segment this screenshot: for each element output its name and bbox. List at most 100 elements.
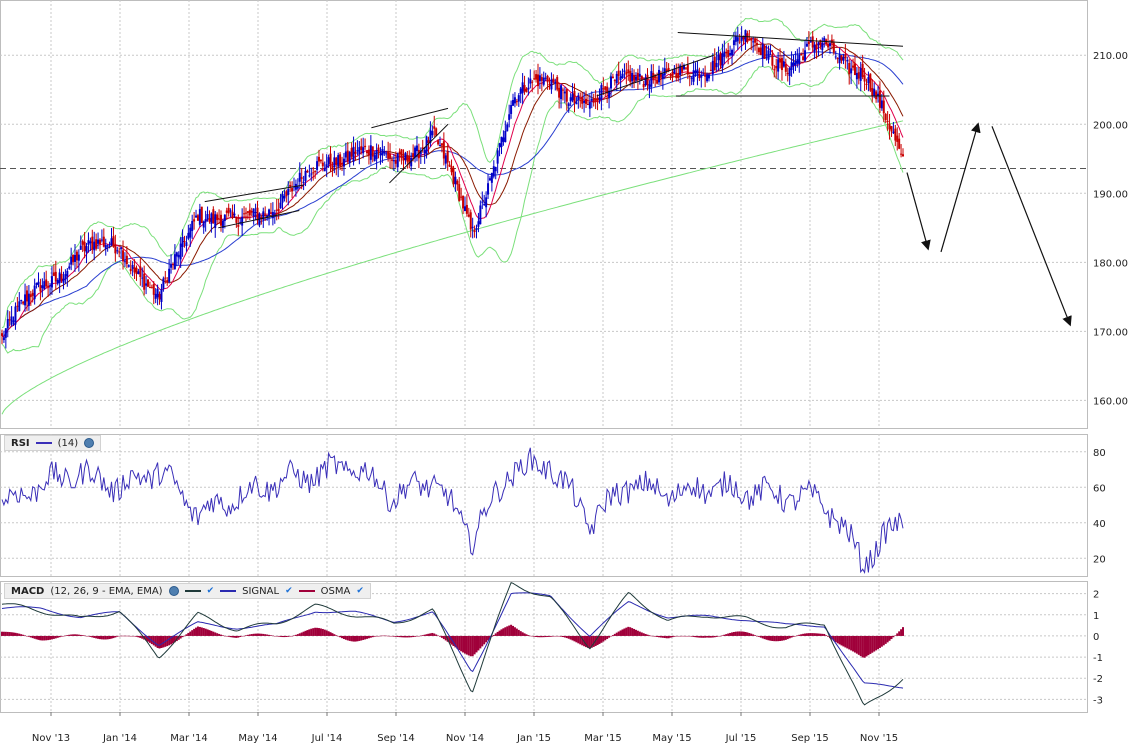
osma-bar <box>844 635 847 648</box>
osma-bar <box>750 633 753 636</box>
candle-body <box>592 98 595 103</box>
candle-body <box>49 285 52 287</box>
osma-bar <box>754 635 757 636</box>
candle-body <box>738 41 741 43</box>
candle-body <box>16 305 19 307</box>
osma-bar <box>208 630 211 636</box>
candle-body <box>175 252 178 257</box>
candle-body <box>644 77 647 86</box>
osma-bar <box>738 631 741 636</box>
globe-icon[interactable] <box>84 438 95 448</box>
candle-body <box>460 196 463 198</box>
globe-icon[interactable] <box>168 586 179 596</box>
osma-bar <box>473 635 476 655</box>
candle-body <box>754 38 757 43</box>
check-icon[interactable]: ✔ <box>285 586 293 596</box>
candle-body <box>827 44 830 48</box>
osma-bar <box>56 635 59 638</box>
osma-bar <box>122 635 125 637</box>
candle-body <box>35 282 38 285</box>
candle-body <box>709 69 712 71</box>
osma-bar <box>100 635 103 640</box>
candle-body <box>529 78 532 84</box>
candle-body <box>485 197 488 208</box>
osma-bar <box>688 635 691 637</box>
osma-bar <box>414 635 417 637</box>
osma-bar <box>102 635 105 640</box>
osma-bar <box>769 635 772 641</box>
candle-body <box>339 154 342 166</box>
osma-bar <box>106 635 109 640</box>
candle-body <box>779 58 782 63</box>
osma-bar <box>408 635 411 638</box>
osma-bar <box>742 631 745 636</box>
candle-body <box>427 140 430 144</box>
candle-body <box>62 278 65 283</box>
candle-body <box>72 254 75 262</box>
candle-body <box>765 54 768 56</box>
candle-body <box>22 301 25 304</box>
osma-bar <box>366 635 369 639</box>
osma-bar <box>794 635 797 637</box>
candle-body <box>85 246 88 253</box>
candle-body <box>367 149 370 156</box>
candle-body <box>579 100 582 102</box>
candle-body <box>463 206 466 212</box>
osma-bar <box>882 635 885 646</box>
candle-body <box>594 98 597 101</box>
osma-bar <box>896 633 899 636</box>
candle-body <box>902 154 904 157</box>
candle-body <box>786 73 789 75</box>
osma-swatch <box>298 590 315 592</box>
candle-body <box>661 73 664 80</box>
osma-bar <box>629 627 632 636</box>
osma-bar <box>47 635 50 641</box>
candle-body <box>780 58 783 71</box>
check-icon[interactable]: ✔ <box>206 586 215 596</box>
osma-bar <box>375 635 378 637</box>
osma-bar <box>390 635 393 637</box>
candle-body <box>656 79 659 84</box>
osma-bar <box>425 634 428 636</box>
osma-bar <box>894 635 897 636</box>
candle-body <box>487 183 490 195</box>
candle-body <box>41 285 44 288</box>
candle-body <box>325 164 328 168</box>
candle-body <box>890 126 893 132</box>
osma-bar <box>327 631 330 636</box>
y-tick-label: -3 <box>1093 695 1103 706</box>
osma-bar <box>510 624 513 636</box>
osma-bar <box>139 635 142 638</box>
candle-body <box>147 279 150 287</box>
candle-body <box>233 213 236 216</box>
osma-bar <box>600 635 603 643</box>
osma-bar <box>871 635 874 653</box>
candle-body <box>268 209 271 216</box>
candle-body <box>37 281 40 285</box>
candle-body <box>690 77 693 79</box>
candle-body <box>492 166 495 177</box>
osma-bar <box>467 635 470 656</box>
osma-bar <box>268 634 271 636</box>
osma-bar <box>521 632 524 636</box>
rsi-legend[interactable]: RSI (14) <box>4 435 102 451</box>
candle-body <box>613 80 616 82</box>
osma-bar <box>306 630 309 636</box>
trendline <box>371 107 449 129</box>
osma-bar <box>602 635 605 642</box>
candle-body <box>621 73 624 79</box>
check-icon[interactable]: ✔ <box>356 586 364 596</box>
candle-body <box>560 85 563 100</box>
osma-bar <box>329 632 332 636</box>
x-tick-label: Mar '14 <box>170 733 208 744</box>
osma-bar <box>91 635 94 638</box>
osma-bar <box>319 628 322 636</box>
osma-bar <box>244 635 247 636</box>
macd-legend[interactable]: MACD (12, 26, 9 - EMA, EMA) ✔ SIGNAL ✔ O… <box>4 583 371 599</box>
candle-body <box>742 36 745 40</box>
osma-bar <box>631 628 634 636</box>
osma-bar <box>298 633 301 636</box>
candle-body <box>223 214 226 221</box>
candle-body <box>725 51 728 54</box>
candle-body <box>162 278 165 289</box>
